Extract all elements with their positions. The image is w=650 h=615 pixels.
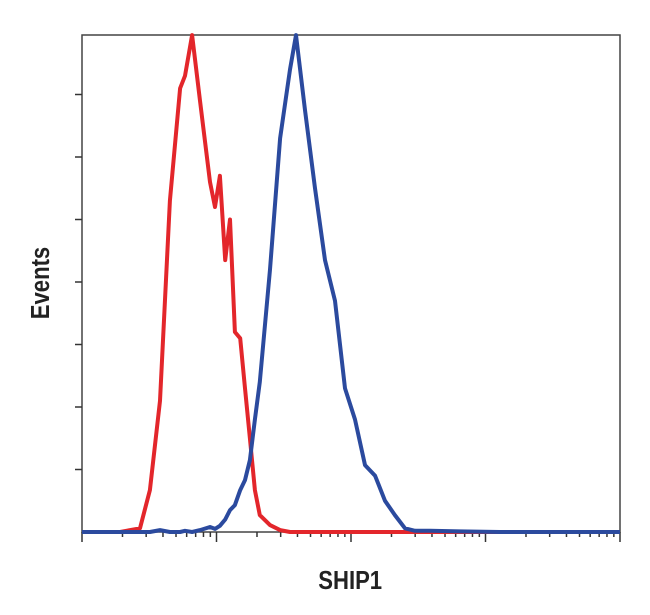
- histogram-line: [82, 33, 620, 534]
- histogram-line: [82, 33, 620, 534]
- plot-frame: [81, 34, 621, 533]
- y-axis-label: Events: [26, 247, 55, 319]
- x-axis-label: SHIP1: [318, 566, 382, 595]
